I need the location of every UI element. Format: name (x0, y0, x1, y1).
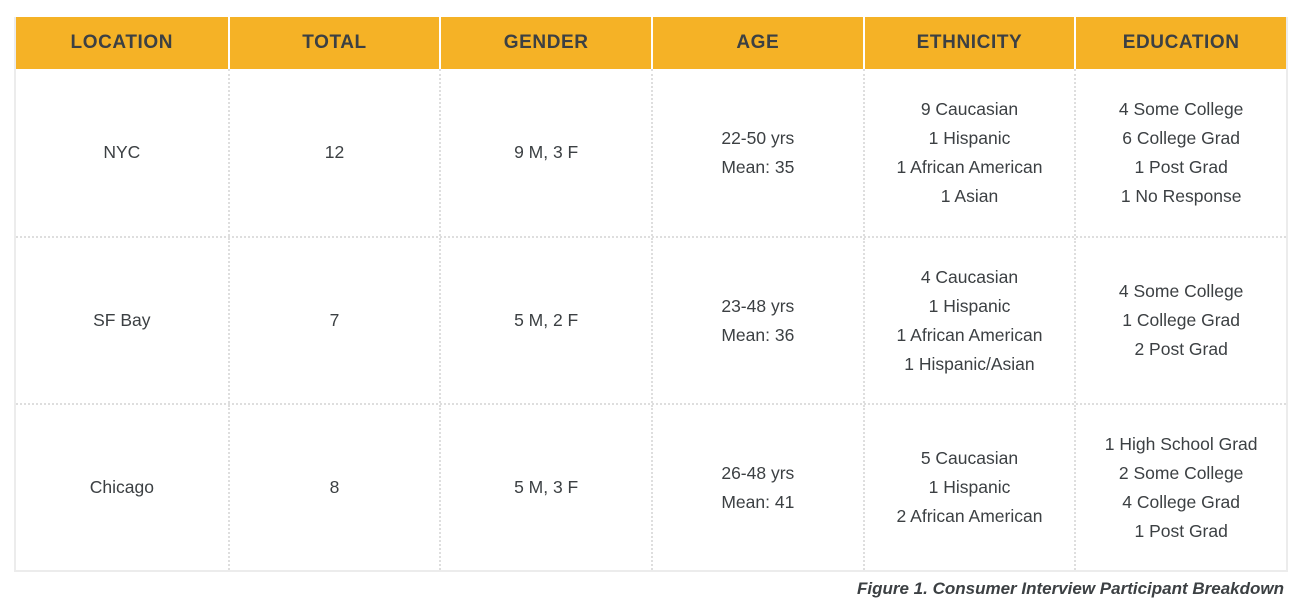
column-header-education: EDUCATION (1074, 17, 1286, 69)
cell-ethnicity: 9 Caucasian 1 Hispanic 1 African America… (862, 69, 1075, 236)
column-header-age: AGE (651, 17, 863, 69)
cell-total: 7 (227, 238, 440, 403)
cell-gender: 9 M, 3 F (439, 69, 651, 236)
figure-caption: Figure 1. Consumer Interview Participant… (857, 579, 1284, 598)
cell-age: 23-48 yrs Mean: 36 (651, 238, 863, 403)
cell-gender: 5 M, 2 F (439, 238, 651, 403)
cell-ethnicity: 4 Caucasian 1 Hispanic 1 African America… (862, 238, 1075, 403)
cell-education: 1 High School Grad 2 Some College 4 Coll… (1074, 405, 1286, 570)
cell-location: Chicago (89, 477, 154, 497)
cell-location: NYC (103, 142, 141, 162)
cell-education: 4 Some College 1 College Grad 2 Post Gra… (1074, 238, 1286, 403)
column-header-location: LOCATION (16, 17, 228, 69)
participants-table: LOCATION TOTAL GENDER AGE ETHNICITY EDUC… (14, 17, 1288, 572)
cell-age: 26-48 yrs Mean: 41 (651, 405, 863, 570)
table-header-row: LOCATION TOTAL GENDER AGE ETHNICITY EDUC… (16, 17, 1286, 69)
cell-age: 22-50 yrs Mean: 35 (651, 69, 863, 236)
cell-gender: 5 M, 3 F (439, 405, 651, 570)
column-header-ethnicity: ETHNICITY (862, 17, 1075, 69)
column-header-gender: GENDER (439, 17, 651, 69)
cell-total: 12 (227, 69, 440, 236)
cell-location: SF Bay (93, 310, 151, 330)
cell-education: 4 Some College 6 College Grad 1 Post Gra… (1074, 69, 1286, 236)
table-row: NYC 12 9 M, 3 F 22-50 yrs Mean: 35 9 Cau… (16, 69, 1286, 236)
table-row: SF Bay 7 5 M, 2 F 23-48 yrs Mean: 36 4 C… (16, 236, 1286, 403)
cell-total: 8 (227, 405, 440, 570)
table-row: Chicago 8 5 M, 3 F 26-48 yrs Mean: 41 5 … (16, 403, 1286, 570)
column-header-total: TOTAL (227, 17, 440, 69)
cell-ethnicity: 5 Caucasian 1 Hispanic 2 African America… (862, 405, 1075, 570)
